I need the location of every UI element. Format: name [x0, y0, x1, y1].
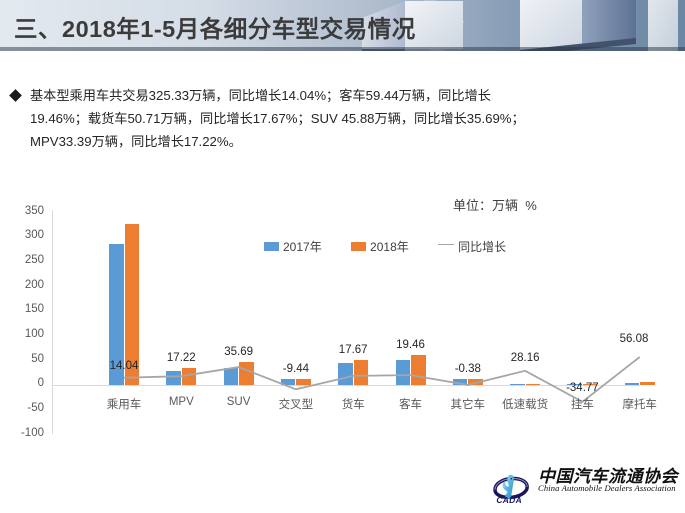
- svg-text:CADA: CADA: [496, 495, 522, 505]
